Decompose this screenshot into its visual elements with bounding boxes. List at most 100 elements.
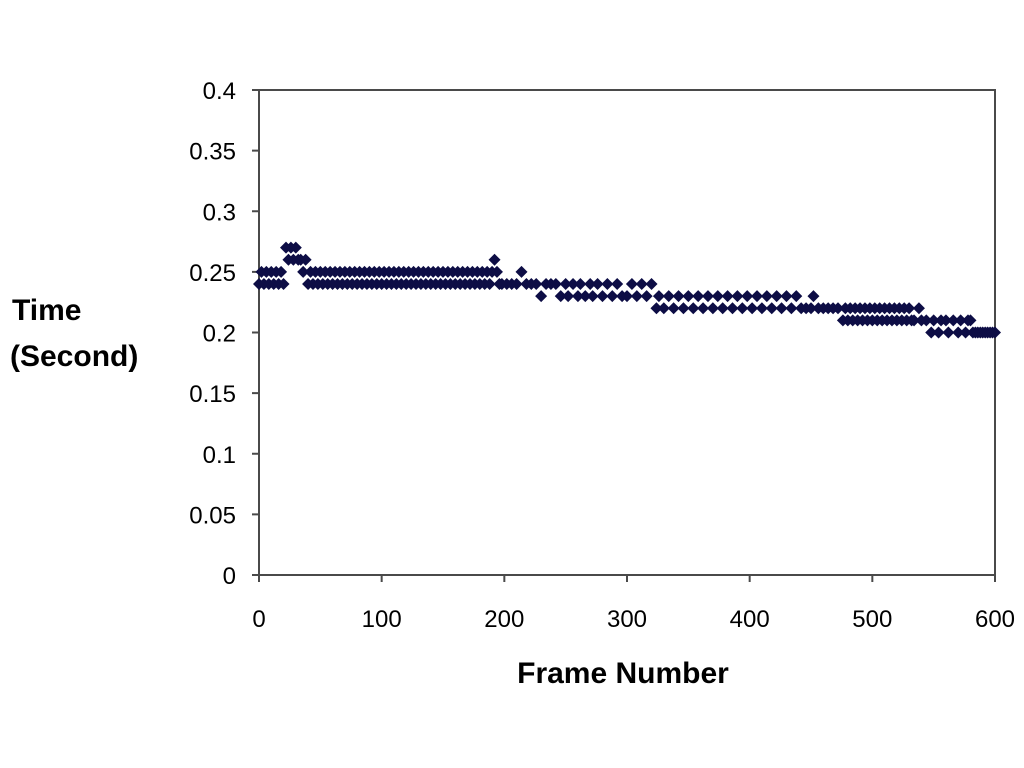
data-point: [952, 326, 965, 339]
data-point: [596, 290, 609, 303]
y-tick-label: 0.35: [189, 139, 236, 166]
data-point: [562, 290, 575, 303]
data-point: [692, 290, 705, 303]
y-tick-label: 0.4: [203, 78, 236, 105]
data-point: [731, 290, 744, 303]
data-point: [657, 302, 670, 315]
x-tick-label: 600: [975, 606, 1015, 633]
data-point: [912, 302, 925, 315]
data-point: [701, 290, 714, 303]
data-point: [746, 302, 759, 315]
data-point: [490, 265, 503, 278]
y-axis: 0 0.05 0.1 0.15 0.2 0.25 0.3 0.35 0.4: [189, 78, 259, 590]
data-point: [903, 302, 916, 315]
data-point: [706, 302, 719, 315]
data-point: [697, 302, 710, 315]
data-point: [662, 290, 675, 303]
data-point: [807, 290, 820, 303]
y-tick-label: 0.2: [203, 321, 236, 348]
data-point: [736, 302, 749, 315]
data-point: [726, 302, 739, 315]
data-point: [606, 290, 619, 303]
data-point: [635, 278, 648, 290]
data-point: [959, 326, 972, 339]
data-point: [667, 302, 680, 315]
data-point: [751, 290, 764, 303]
y-tick-label: 0.1: [203, 442, 236, 469]
data-point: [621, 290, 633, 303]
data-point: [571, 290, 584, 303]
data-point: [630, 290, 643, 303]
x-axis: 0 100 200 300 400 500 600: [252, 575, 1015, 633]
plot-frame: [258, 89, 996, 576]
data-point: [277, 278, 290, 290]
data-point: [831, 302, 844, 315]
data-point: [770, 290, 783, 303]
data-point: [591, 278, 604, 290]
data-point: [554, 290, 567, 303]
x-tick-label: 0: [252, 606, 265, 633]
data-point: [989, 326, 1001, 339]
y-axis-title-line-1: Time: [12, 294, 81, 327]
data-point: [939, 314, 952, 327]
data-point: [574, 278, 587, 290]
data-point: [920, 314, 933, 327]
data-point: [586, 290, 599, 303]
x-tick-label: 500: [852, 606, 892, 633]
data-point: [611, 278, 624, 290]
data-point: [584, 278, 597, 290]
x-tick-label: 100: [362, 606, 402, 633]
data-point: [682, 290, 695, 303]
data-point: [785, 302, 798, 315]
y-tick-label: 0: [223, 563, 236, 590]
data-point: [483, 278, 496, 290]
data-point: [579, 290, 592, 303]
y-axis-title-line-2: (Second): [10, 340, 138, 373]
data-point: [711, 290, 724, 303]
data-point: [942, 326, 955, 339]
data-point: [549, 278, 562, 290]
y-tick-label: 0.25: [189, 260, 236, 287]
data-point: [775, 302, 788, 315]
data-point: [535, 290, 548, 303]
data-point: [275, 265, 288, 278]
data-point: [932, 326, 945, 339]
data-point: [925, 326, 938, 339]
data-point: [805, 302, 817, 315]
data-point: [760, 290, 773, 303]
data-point: [672, 290, 685, 303]
data-point: [677, 302, 690, 315]
x-tick-label: 400: [730, 606, 770, 633]
data-point: [947, 314, 960, 327]
data-point: [954, 314, 967, 327]
data-point: [790, 290, 803, 303]
data-point: [687, 302, 700, 315]
y-tick-label: 0.15: [189, 381, 236, 408]
data-point: [741, 290, 754, 303]
data-point: [652, 290, 665, 303]
data-point: [299, 253, 312, 266]
y-tick-label: 0.3: [203, 199, 236, 226]
data-point: [515, 265, 528, 278]
data-point: [601, 278, 614, 290]
data-point: [765, 302, 778, 315]
data-point: [559, 278, 572, 290]
data-point: [927, 314, 940, 327]
x-tick-label: 200: [484, 606, 524, 633]
data-point: [640, 290, 653, 303]
data-point: [645, 278, 658, 290]
data-point: [755, 302, 768, 315]
data-point: [488, 253, 501, 266]
data-point: [964, 314, 977, 327]
data-point: [530, 278, 543, 290]
x-tick-label: 300: [607, 606, 647, 633]
data-point: [297, 265, 310, 278]
x-axis-title: Frame Number: [517, 657, 729, 690]
data-point: [510, 278, 523, 290]
data-point: [650, 302, 663, 315]
data-point: [289, 241, 302, 254]
data-point: [716, 302, 729, 315]
data-point: [908, 314, 921, 327]
y-tick-label: 0.05: [189, 502, 236, 529]
